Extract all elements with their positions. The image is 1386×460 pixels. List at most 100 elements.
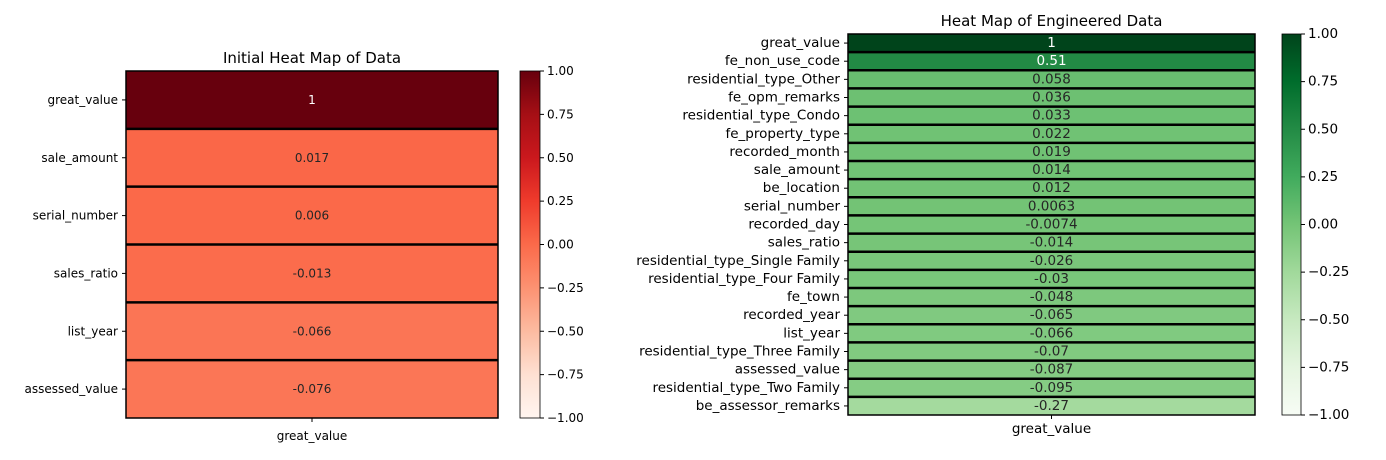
x-tick-label: great_value [277,429,348,443]
y-tick-label: recorded_month [729,144,840,160]
y-tick-label: sale_amount [41,151,118,165]
cell-value-label: 0.006 [295,209,329,223]
heatmap-cell [126,71,498,129]
heatmap-cell [848,360,1255,379]
y-tick-label: serial_number [33,209,118,223]
heatmap-cell [848,396,1255,415]
y-tick-label: residential_type_Four Family [648,271,840,287]
cell-value-label: -0.07 [1034,344,1069,360]
heatmap-cell [848,324,1255,343]
colorbar-tick-label: −0.75 [547,368,584,382]
cell-value-label: 0.012 [1032,180,1071,196]
engineered-heatmap: Heat Map of Engineered Data 1 great_value 0… [636,12,1349,437]
cell-value-label: -0.03 [1034,271,1069,287]
colorbar-tick-label: −0.75 [1308,359,1349,375]
chart-title: Heat Map of Engineered Data [941,12,1163,30]
y-tick-label: sales_ratio [768,235,840,251]
y-tick-label: list_year [783,325,840,341]
initial-heatmap: Initial Heat Map of Data 1 great_value 0.01… [24,49,583,443]
colorbar-tick-label: −0.25 [547,281,584,295]
heatmap-cell [126,186,498,245]
y-tick-label: serial_number [744,198,841,214]
heatmap-cell [848,161,1255,180]
cell-value-label: -0.026 [1030,253,1074,269]
y-tick-label: sales_ratio [54,266,118,280]
cell-value-label: -0.095 [1030,380,1074,396]
colorbar-tick-label: 0.50 [1308,121,1338,137]
y-tick-label: residential_type_Condo [682,108,840,124]
y-tick-label: great_value [47,93,118,107]
cell-value-label: -0.087 [1030,362,1074,378]
heatmap-cell [126,360,498,418]
colorbar-tick-label: −0.25 [1308,264,1349,280]
heatmap-cell [848,378,1255,397]
cell-value-label: 0.014 [1032,162,1071,178]
y-tick-label: recorded_day [748,217,840,233]
colorbar-tick-label: 0.00 [1308,217,1338,233]
y-tick-label: assessed_value [735,362,840,378]
colorbar-tick-label: −0.50 [547,324,584,338]
cell-value-label: -0.014 [1030,235,1074,251]
heatmap-cell [848,288,1255,307]
colorbar-tick-label: 1.00 [1308,26,1338,42]
cell-value-label: -0.013 [293,266,332,280]
cell-value-label: 0.019 [1032,144,1071,160]
cell-value-label: 0.0063 [1028,198,1075,214]
y-tick-label: assessed_value [24,382,118,396]
cell-value-label: 0.033 [1032,108,1071,124]
y-tick-label: be_location [763,180,840,196]
heatmap-cell [848,142,1255,161]
heatmap-cell [126,244,498,303]
colorbar-tick-label: 0.25 [1308,169,1338,185]
heatmap-cell [848,34,1255,53]
x-tick-label: great_value [1012,421,1091,437]
colorbar-tick-label: −0.50 [1308,312,1349,328]
colorbar-tick-label: 0.75 [547,107,574,121]
heatmap-cell [848,342,1255,361]
cell-value-label: -0.076 [293,382,332,396]
heatmap-cell [848,179,1255,198]
cell-value-label: -0.066 [293,324,332,338]
heatmap-cell [848,306,1255,325]
cell-value-label: 0.017 [295,151,329,165]
cell-value-label: 0.058 [1032,71,1071,87]
colorbar-tick-label: 0.00 [547,238,574,252]
colorbar-tick-label: −1.00 [547,411,584,425]
y-tick-label: residential_type_Three Family [639,344,840,360]
y-tick-label: residential_type_Single Family [636,253,840,269]
heatmap-cell [848,52,1255,71]
colorbar-tick-label: 0.50 [547,151,574,165]
heatmap-cell [848,269,1255,288]
cell-value-label: 1 [1047,35,1056,51]
chart-title: Initial Heat Map of Data [223,49,401,67]
colorbar-tick-label: −1.00 [1308,407,1349,423]
cell-value-label: -0.0074 [1025,217,1077,233]
cell-value-label: -0.27 [1034,398,1069,414]
cell-value-label: -0.066 [1030,325,1074,341]
cell-value-label: -0.048 [1030,289,1074,305]
cell-value-label: -0.065 [1030,307,1074,323]
y-tick-label: fe_property_type [725,126,840,142]
colorbar [1282,34,1301,415]
y-tick-label: fe_non_use_code [725,53,840,69]
colorbar-tick-label: 0.25 [547,194,574,208]
heatmap-cell [848,197,1255,216]
heatmap-cell [848,106,1255,125]
cell-value-label: 0.036 [1032,90,1071,106]
y-tick-label: fe_opm_remarks [728,90,840,106]
y-tick-label: residential_type_Other [687,71,840,87]
y-tick-label: list_year [68,324,118,338]
y-tick-label: sale_amount [754,162,840,178]
y-tick-label: residential_type_Two Family [652,380,840,396]
heatmap-cell [848,251,1255,270]
heatmap-cell [848,70,1255,89]
cell-value-label: 0.51 [1036,53,1066,69]
heatmap-cell [848,88,1255,107]
colorbar-tick-label: 1.00 [547,64,574,78]
cell-value-label: 0.022 [1032,126,1071,142]
heatmap-cell [848,215,1255,234]
heatmap-cell [848,233,1255,252]
heatmap-cell [126,302,498,361]
y-tick-label: fe_town [787,289,840,305]
